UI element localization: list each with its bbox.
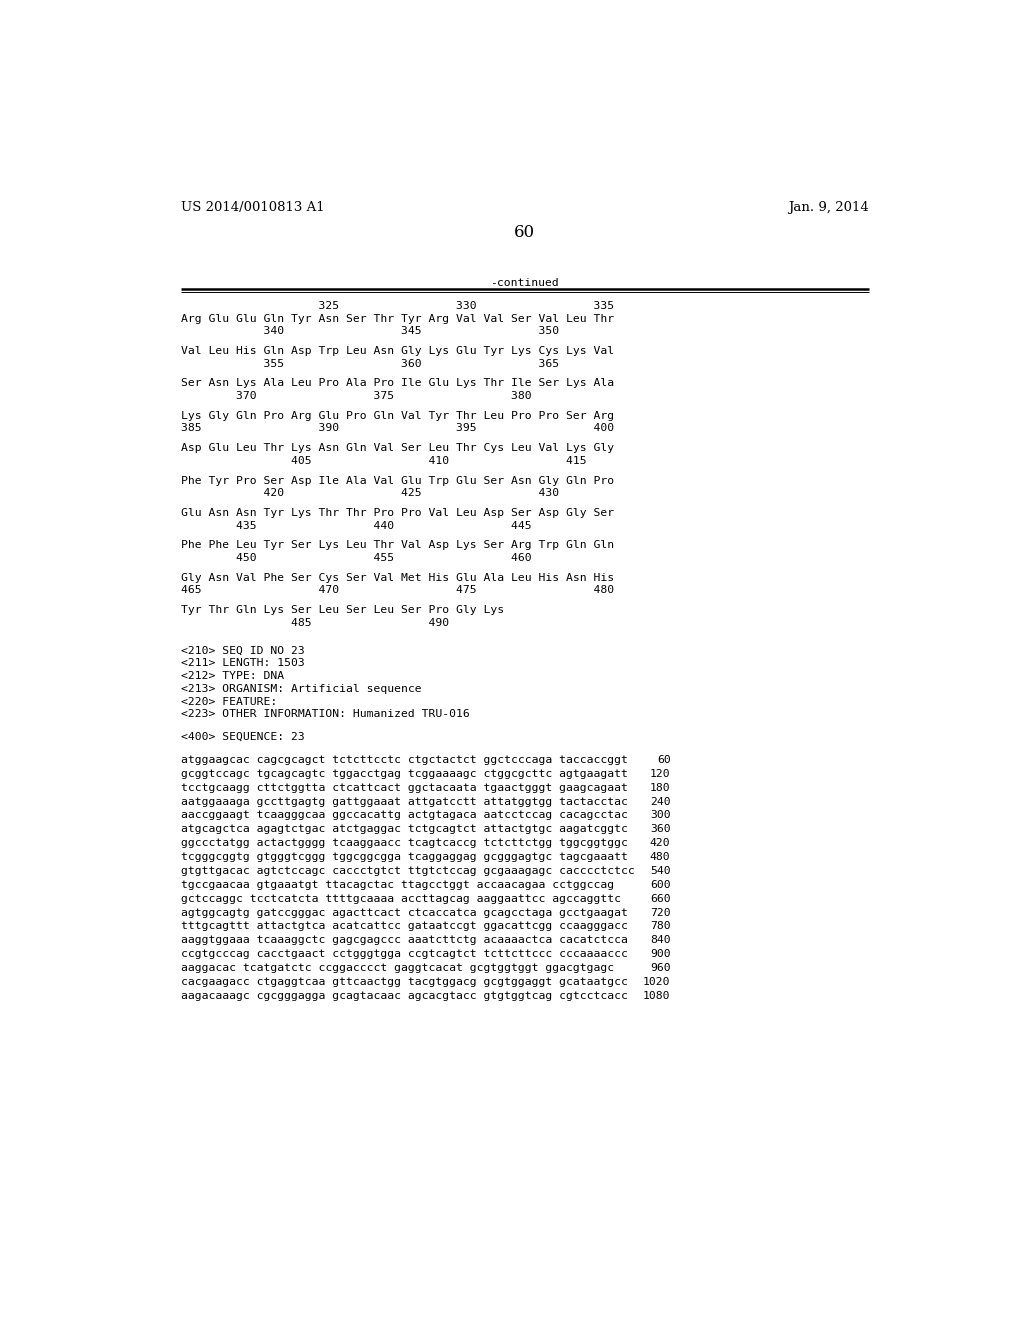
Text: atgcagctca agagtctgac atctgaggac tctgcagtct attactgtgc aagatcggtc: atgcagctca agagtctgac atctgaggac tctgcag… — [180, 825, 628, 834]
Text: 1080: 1080 — [643, 991, 671, 1001]
Text: tcgggcggtg gtgggtcggg tggcggcgga tcaggaggag gcgggagtgc tagcgaaatt: tcgggcggtg gtgggtcggg tggcggcgga tcaggag… — [180, 853, 628, 862]
Text: <400> SEQUENCE: 23: <400> SEQUENCE: 23 — [180, 733, 304, 742]
Text: aagacaaagc cgcgggagga gcagtacaac agcacgtacc gtgtggtcag cgtcctcacc: aagacaaagc cgcgggagga gcagtacaac agcacgt… — [180, 991, 628, 1001]
Text: 1020: 1020 — [643, 977, 671, 987]
Text: 385                 390                 395                 400: 385 390 395 400 — [180, 424, 613, 433]
Text: gcggtccagc tgcagcagtc tggacctgag tcggaaaagc ctggcgcttc agtgaagatt: gcggtccagc tgcagcagtc tggacctgag tcggaaa… — [180, 770, 628, 779]
Text: aatggaaaga gccttgagtg gattggaaat attgatcctt attatggtgg tactacctac: aatggaaaga gccttgagtg gattggaaat attgatc… — [180, 797, 628, 807]
Text: ccgtgcccag cacctgaact cctgggtgga ccgtcagtct tcttcttccc cccaaaaccc: ccgtgcccag cacctgaact cctgggtgga ccgtcag… — [180, 949, 628, 960]
Text: 540: 540 — [650, 866, 671, 876]
Text: Arg Glu Glu Gln Tyr Asn Ser Thr Tyr Arg Val Val Ser Val Leu Thr: Arg Glu Glu Gln Tyr Asn Ser Thr Tyr Arg … — [180, 314, 613, 323]
Text: tgccgaacaa gtgaaatgt ttacagctac ttagcctggt accaacagaa cctggccag: tgccgaacaa gtgaaatgt ttacagctac ttagcctg… — [180, 880, 613, 890]
Text: 780: 780 — [650, 921, 671, 932]
Text: <223> OTHER INFORMATION: Humanized TRU-016: <223> OTHER INFORMATION: Humanized TRU-0… — [180, 709, 469, 719]
Text: aaggacac tcatgatctc ccggacccct gaggtcacat gcgtggtggt ggacgtgagc: aaggacac tcatgatctc ccggacccct gaggtcaca… — [180, 964, 613, 973]
Text: 420: 420 — [650, 838, 671, 849]
Text: <212> TYPE: DNA: <212> TYPE: DNA — [180, 671, 284, 681]
Text: 960: 960 — [650, 964, 671, 973]
Text: gctccaggc tcctcatcta ttttgcaaaa accttagcag aaggaattcc agccaggttc: gctccaggc tcctcatcta ttttgcaaaa accttagc… — [180, 894, 621, 904]
Text: 435                 440                 445: 435 440 445 — [180, 520, 531, 531]
Text: aaccggaagt tcaagggcaa ggccacattg actgtagaca aatcctccag cacagcctac: aaccggaagt tcaagggcaa ggccacattg actgtag… — [180, 810, 628, 821]
Text: cacgaagacc ctgaggtcaa gttcaactgg tacgtggacg gcgtggaggt gcataatgcc: cacgaagacc ctgaggtcaa gttcaactgg tacgtgg… — [180, 977, 628, 987]
Text: ggccctatgg actactgggg tcaaggaacc tcagtcaccg tctcttctgg tggcggtggc: ggccctatgg actactgggg tcaaggaacc tcagtca… — [180, 838, 628, 849]
Text: Val Leu His Gln Asp Trp Leu Asn Gly Lys Glu Tyr Lys Cys Lys Val: Val Leu His Gln Asp Trp Leu Asn Gly Lys … — [180, 346, 613, 356]
Text: 720: 720 — [650, 908, 671, 917]
Text: <210> SEQ ID NO 23: <210> SEQ ID NO 23 — [180, 645, 304, 656]
Text: 450                 455                 460: 450 455 460 — [180, 553, 531, 564]
Text: 240: 240 — [650, 797, 671, 807]
Text: 370                 375                 380: 370 375 380 — [180, 391, 531, 401]
Text: Glu Asn Asn Tyr Lys Thr Thr Pro Pro Val Leu Asp Ser Asp Gly Ser: Glu Asn Asn Tyr Lys Thr Thr Pro Pro Val … — [180, 508, 613, 517]
Text: Asp Glu Leu Thr Lys Asn Gln Val Ser Leu Thr Cys Leu Val Lys Gly: Asp Glu Leu Thr Lys Asn Gln Val Ser Leu … — [180, 444, 613, 453]
Text: <220> FEATURE:: <220> FEATURE: — [180, 697, 276, 706]
Text: Jan. 9, 2014: Jan. 9, 2014 — [788, 201, 869, 214]
Text: gtgttgacac agtctccagc caccctgtct ttgtctccag gcgaaagagc cacccctctcc: gtgttgacac agtctccagc caccctgtct ttgtctc… — [180, 866, 635, 876]
Text: 300: 300 — [650, 810, 671, 821]
Text: aaggtggaaa tcaaaggctc gagcgagccc aaatcttctg acaaaactca cacatctcca: aaggtggaaa tcaaaggctc gagcgagccc aaatctt… — [180, 936, 628, 945]
Text: 420                 425                 430: 420 425 430 — [180, 488, 559, 498]
Text: Tyr Thr Gln Lys Ser Leu Ser Leu Ser Pro Gly Lys: Tyr Thr Gln Lys Ser Leu Ser Leu Ser Pro … — [180, 605, 504, 615]
Text: Ser Asn Lys Ala Leu Pro Ala Pro Ile Glu Lys Thr Ile Ser Lys Ala: Ser Asn Lys Ala Leu Pro Ala Pro Ile Glu … — [180, 379, 613, 388]
Text: -continued: -continued — [490, 277, 559, 288]
Text: US 2014/0010813 A1: US 2014/0010813 A1 — [180, 201, 325, 214]
Text: Lys Gly Gln Pro Arg Glu Pro Gln Val Tyr Thr Leu Pro Pro Ser Arg: Lys Gly Gln Pro Arg Glu Pro Gln Val Tyr … — [180, 411, 613, 421]
Text: 900: 900 — [650, 949, 671, 960]
Text: 360: 360 — [650, 825, 671, 834]
Text: 840: 840 — [650, 936, 671, 945]
Text: 600: 600 — [650, 880, 671, 890]
Text: 660: 660 — [650, 894, 671, 904]
Text: 465                 470                 475                 480: 465 470 475 480 — [180, 586, 613, 595]
Text: Gly Asn Val Phe Ser Cys Ser Val Met His Glu Ala Leu His Asn His: Gly Asn Val Phe Ser Cys Ser Val Met His … — [180, 573, 613, 582]
Text: 180: 180 — [650, 783, 671, 793]
Text: 340                 345                 350: 340 345 350 — [180, 326, 559, 337]
Text: tcctgcaagg cttctggtta ctcattcact ggctacaata tgaactgggt gaagcagaat: tcctgcaagg cttctggtta ctcattcact ggctaca… — [180, 783, 628, 793]
Text: agtggcagtg gatccgggac agacttcact ctcaccatca gcagcctaga gcctgaagat: agtggcagtg gatccgggac agacttcact ctcacca… — [180, 908, 628, 917]
Text: 120: 120 — [650, 770, 671, 779]
Text: tttgcagttt attactgtca acatcattcc gataatccgt ggacattcgg ccaagggacc: tttgcagttt attactgtca acatcattcc gataatc… — [180, 921, 628, 932]
Text: 480: 480 — [650, 853, 671, 862]
Text: 60: 60 — [514, 224, 536, 240]
Text: 355                 360                 365: 355 360 365 — [180, 359, 559, 368]
Text: 405                 410                 415: 405 410 415 — [180, 455, 587, 466]
Text: <213> ORGANISM: Artificial sequence: <213> ORGANISM: Artificial sequence — [180, 684, 421, 694]
Text: 60: 60 — [656, 755, 671, 766]
Text: Phe Tyr Pro Ser Asp Ile Ala Val Glu Trp Glu Ser Asn Gly Gln Pro: Phe Tyr Pro Ser Asp Ile Ala Val Glu Trp … — [180, 475, 613, 486]
Text: atggaagcac cagcgcagct tctcttcctc ctgctactct ggctcccaga taccaccggt: atggaagcac cagcgcagct tctcttcctc ctgctac… — [180, 755, 628, 766]
Text: 485                 490: 485 490 — [180, 618, 449, 628]
Text: Phe Phe Leu Tyr Ser Lys Leu Thr Val Asp Lys Ser Arg Trp Gln Gln: Phe Phe Leu Tyr Ser Lys Leu Thr Val Asp … — [180, 540, 613, 550]
Text: 325                 330                 335: 325 330 335 — [180, 301, 613, 310]
Text: <211> LENGTH: 1503: <211> LENGTH: 1503 — [180, 659, 304, 668]
